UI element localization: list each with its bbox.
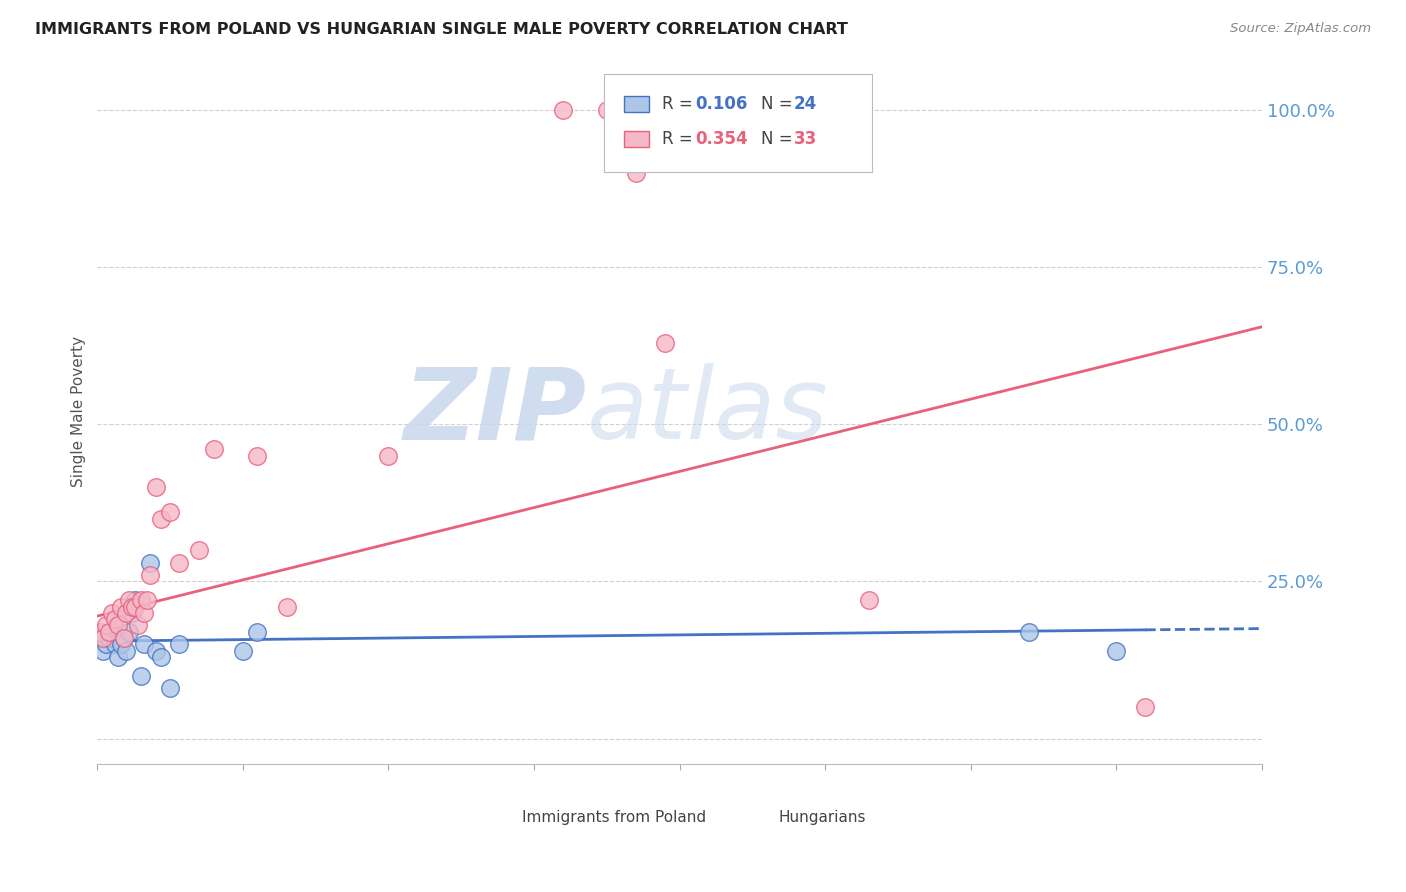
- Text: N =: N =: [761, 130, 799, 148]
- Point: [89, 624, 111, 639]
- Point: [118, 593, 141, 607]
- Point: [124, 593, 146, 607]
- Point: [1018, 624, 1040, 639]
- Point: [107, 649, 129, 664]
- Point: [89, 631, 111, 645]
- Text: R =: R =: [662, 95, 699, 113]
- Point: [121, 599, 143, 614]
- Point: [188, 543, 211, 558]
- Point: [232, 643, 254, 657]
- Point: [98, 631, 121, 645]
- Point: [624, 166, 647, 180]
- Point: [110, 599, 132, 614]
- FancyBboxPatch shape: [624, 131, 650, 147]
- Point: [94, 637, 117, 651]
- Point: [139, 556, 162, 570]
- Point: [91, 643, 114, 657]
- Point: [112, 631, 135, 645]
- Point: [202, 442, 225, 457]
- Point: [132, 637, 155, 651]
- Point: [121, 606, 143, 620]
- Point: [159, 505, 181, 519]
- Point: [115, 643, 138, 657]
- Y-axis label: Single Male Poverty: Single Male Poverty: [72, 336, 86, 487]
- Point: [150, 649, 173, 664]
- Point: [94, 618, 117, 632]
- Point: [145, 480, 167, 494]
- Text: ZIP: ZIP: [404, 363, 586, 460]
- Point: [145, 643, 167, 657]
- Text: R =: R =: [662, 130, 699, 148]
- Text: 0.106: 0.106: [695, 95, 747, 113]
- FancyBboxPatch shape: [488, 810, 513, 824]
- Point: [104, 612, 127, 626]
- FancyBboxPatch shape: [605, 74, 872, 172]
- Point: [104, 637, 127, 651]
- Point: [1105, 643, 1128, 657]
- Text: Hungarians: Hungarians: [779, 810, 866, 825]
- Point: [246, 624, 269, 639]
- Text: Source: ZipAtlas.com: Source: ZipAtlas.com: [1230, 22, 1371, 36]
- Point: [150, 511, 173, 525]
- FancyBboxPatch shape: [744, 810, 769, 824]
- Point: [127, 618, 149, 632]
- Point: [596, 103, 619, 117]
- Point: [91, 631, 114, 645]
- FancyBboxPatch shape: [624, 96, 650, 112]
- Point: [101, 606, 124, 620]
- Point: [129, 669, 152, 683]
- Text: 24: 24: [794, 95, 817, 113]
- Point: [112, 631, 135, 645]
- Point: [101, 624, 124, 639]
- Point: [167, 637, 190, 651]
- Point: [553, 103, 575, 117]
- Point: [107, 618, 129, 632]
- Point: [135, 593, 157, 607]
- Text: Immigrants from Poland: Immigrants from Poland: [523, 810, 707, 825]
- Point: [246, 449, 269, 463]
- Point: [118, 624, 141, 639]
- Text: IMMIGRANTS FROM POLAND VS HUNGARIAN SINGLE MALE POVERTY CORRELATION CHART: IMMIGRANTS FROM POLAND VS HUNGARIAN SING…: [35, 22, 848, 37]
- Point: [858, 593, 880, 607]
- Point: [167, 556, 190, 570]
- Point: [110, 637, 132, 651]
- Text: N =: N =: [761, 95, 799, 113]
- Point: [98, 624, 121, 639]
- Point: [139, 568, 162, 582]
- Point: [276, 599, 298, 614]
- Point: [377, 449, 399, 463]
- Text: 33: 33: [794, 130, 817, 148]
- Point: [129, 593, 152, 607]
- Point: [132, 606, 155, 620]
- Point: [159, 681, 181, 696]
- Point: [1135, 700, 1157, 714]
- Point: [124, 599, 146, 614]
- Text: atlas: atlas: [586, 363, 828, 460]
- Point: [654, 335, 676, 350]
- Point: [115, 606, 138, 620]
- Text: 0.354: 0.354: [695, 130, 748, 148]
